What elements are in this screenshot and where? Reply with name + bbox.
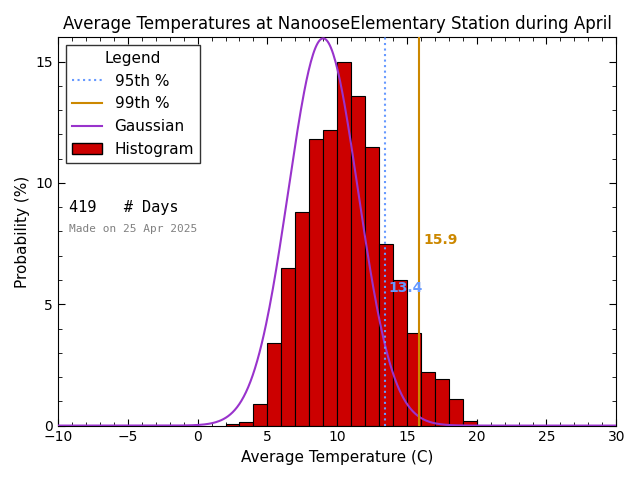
Bar [268, 343, 282, 426]
Y-axis label: Probability (%): Probability (%) [15, 175, 30, 288]
Bar [337, 61, 351, 426]
Bar [239, 422, 253, 426]
X-axis label: Average Temperature (C): Average Temperature (C) [241, 450, 433, 465]
Bar [365, 146, 379, 426]
Bar [449, 399, 463, 426]
Bar [295, 212, 309, 426]
Bar [253, 404, 268, 426]
Bar [407, 334, 421, 426]
Bar [282, 268, 295, 426]
Bar [323, 130, 337, 426]
Bar [421, 372, 435, 426]
Bar [309, 139, 323, 426]
Text: 13.4: 13.4 [388, 281, 423, 295]
Bar [225, 424, 239, 426]
Text: Made on 25 Apr 2025: Made on 25 Apr 2025 [69, 224, 198, 234]
Title: Average Temperatures at NanooseElementary Station during April: Average Temperatures at NanooseElementar… [63, 15, 612, 33]
Bar [463, 421, 477, 426]
Text: 15.9: 15.9 [424, 233, 458, 247]
Legend: 95th %, 99th %, Gaussian, Histogram: 95th %, 99th %, Gaussian, Histogram [66, 45, 200, 163]
Bar [393, 280, 407, 426]
Bar [351, 96, 365, 426]
Text: 419   # Days: 419 # Days [69, 200, 179, 216]
Bar [435, 380, 449, 426]
Bar [379, 243, 393, 426]
